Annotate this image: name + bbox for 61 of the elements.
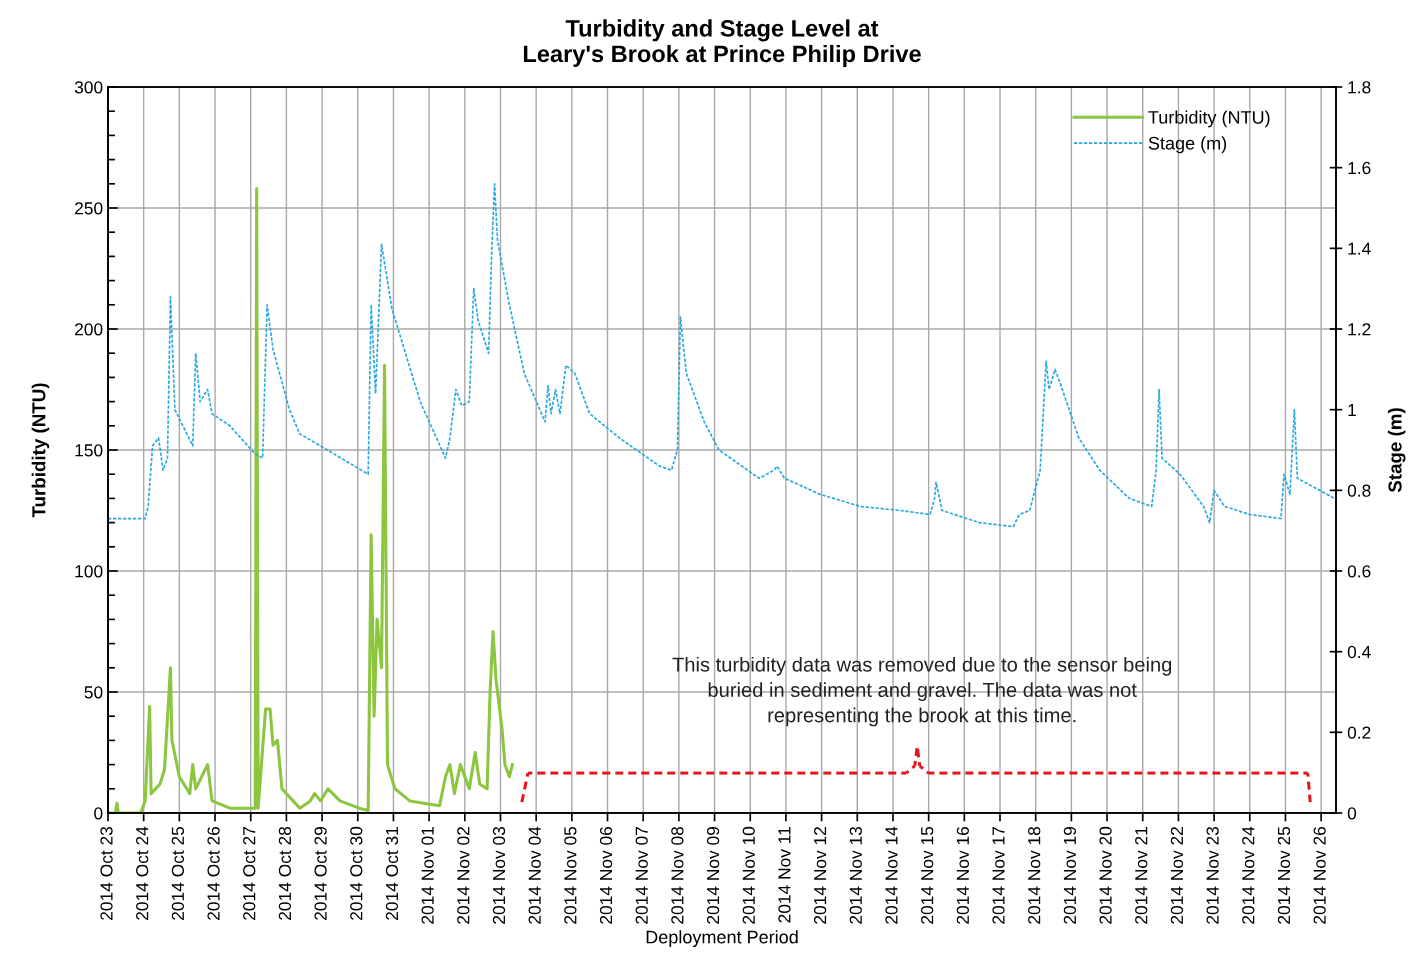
line-series xyxy=(108,187,514,813)
x-tick-label: 2014 Nov 23 xyxy=(1206,826,1219,924)
x-tick-label: 2014 Oct 28 xyxy=(278,826,292,920)
x-tick-label: 2014 Oct 23 xyxy=(100,826,113,920)
y2-tick-label: 1.6 xyxy=(1348,161,1371,175)
x-tick-label: 2014 Nov 22 xyxy=(1170,827,1184,924)
x-tick-label: 2014 Nov 19 xyxy=(1063,827,1077,924)
x-tick-label: 2014 Nov 03 xyxy=(492,826,506,924)
x-tick-label: 2014 Oct 24 xyxy=(136,826,149,920)
x-tick-label: 2014 Nov 11 xyxy=(778,827,791,923)
y2-axis-title: Stage (m) xyxy=(1387,408,1406,493)
x-tick-label: 2014 Nov 18 xyxy=(1028,826,1041,924)
y-tick-label: 50 xyxy=(84,686,103,699)
y-tick-label: 200 xyxy=(75,323,103,336)
y2-tick-label: 1.4 xyxy=(1348,242,1371,255)
y-tick-label: 300 xyxy=(74,81,103,94)
x-tick-label: 2014 Nov 09 xyxy=(706,827,720,924)
y-tick-label: 0 xyxy=(94,807,103,820)
y2-tick-label: 0.2 xyxy=(1347,726,1371,739)
y2-tick-label: 0.4 xyxy=(1347,645,1371,659)
x-tick-label: 2014 Nov 21 xyxy=(1135,827,1148,924)
x-tick-label: 2014 Nov 16 xyxy=(956,826,969,924)
x-tick-label: 2014 Nov 12 xyxy=(813,827,827,924)
x-tick-label: 2014 Nov 08 xyxy=(671,826,684,924)
legend-label: Turbidity (NTU) xyxy=(1148,110,1270,128)
x-tick-label: 2014 Nov 25 xyxy=(1277,826,1291,924)
annotation: This turbidity data was removed due to the sensor being buried in sediment and gravel. The data was not representing the brook at this time. xyxy=(672,656,1172,727)
y-axis-title: Turbidity (NTU) xyxy=(31,383,50,518)
x-tick-label: 2014 Nov 13 xyxy=(849,826,862,924)
y2-tick-label: 0.8 xyxy=(1347,484,1371,497)
x-tick-label: 2014 Oct 26 xyxy=(207,826,220,920)
y-tick-label: 250 xyxy=(75,202,103,215)
y2-tick-label: 1 xyxy=(1348,404,1356,416)
x-tick-label: 2014 Nov 14 xyxy=(885,826,898,924)
x-tick-label: 2014 Nov 01 xyxy=(421,827,434,924)
y-tick-label: 100 xyxy=(75,565,103,578)
x-tick-label: 2014 Nov 15 xyxy=(921,826,934,924)
x-tick-label: 2014 Oct 30 xyxy=(350,826,363,920)
x-tick-label: 2014 Nov 05 xyxy=(564,826,577,924)
line-series xyxy=(108,182,1336,528)
x-tick-label: 2014 Nov 24 xyxy=(1242,826,1255,924)
y2-tick-label: 0 xyxy=(1347,807,1357,820)
x-tick-label: 2014 Nov 02 xyxy=(457,827,470,924)
x-tick-label: 2014 Nov 26 xyxy=(1313,826,1326,924)
y2-tick-label: 1.2 xyxy=(1348,323,1371,336)
x-tick-label: 2014 Oct 25 xyxy=(171,826,185,920)
x-tick-label: 2014 Oct 29 xyxy=(314,827,327,920)
x-tick-label: 2014 Nov 10 xyxy=(742,826,755,924)
legend-label: Stage (m) xyxy=(1148,136,1227,154)
x-tick-label: 2014 Oct 27 xyxy=(243,827,256,920)
x-tick-label: 2014 Nov 17 xyxy=(992,827,1005,924)
x-tick-label: 2014 Nov 06 xyxy=(599,826,613,924)
x-tick-label: 2014 Nov 04 xyxy=(528,826,541,924)
x-tick-label: 2014 Oct 31 xyxy=(385,827,399,920)
y-tick-label: 150 xyxy=(75,444,103,457)
y2-tick-label: 1.8 xyxy=(1348,81,1371,94)
chart-title: Turbidity and Stage Level at Leary's Brook at Prince Philip Drive xyxy=(523,19,921,67)
y2-tick-label: 0.6 xyxy=(1347,565,1371,578)
x-axis-title: Deployment Period xyxy=(646,930,798,948)
x-tick-label: 2014 Nov 20 xyxy=(1099,826,1112,924)
x-tick-label: 2014 Nov 07 xyxy=(635,827,648,924)
